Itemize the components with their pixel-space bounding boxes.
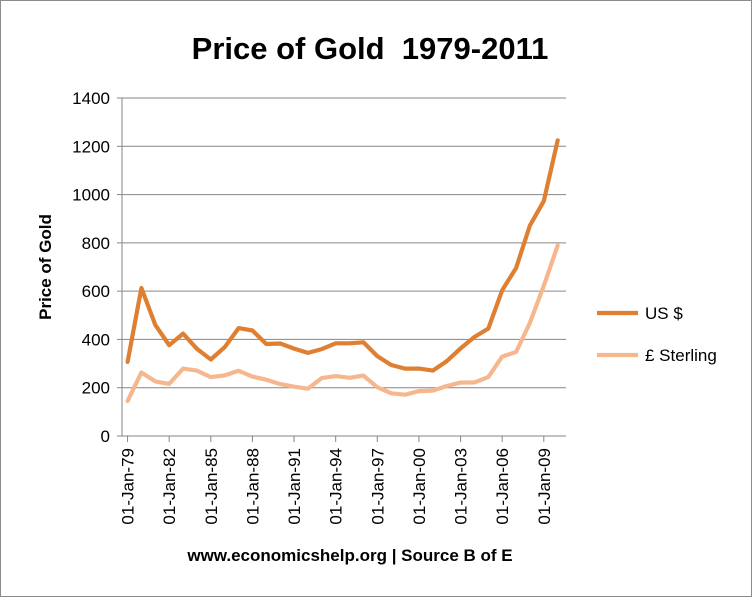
y-tick-label: 1200 — [72, 137, 110, 156]
legend: US $ £ Sterling — [597, 304, 717, 365]
x-axis-label: www.economicshelp.org | Source B of E — [186, 546, 512, 565]
y-tick-label: 1400 — [72, 89, 110, 108]
y-axis-label: Price of Gold — [36, 214, 55, 320]
x-tick-label: 01-Jan-06 — [493, 448, 512, 525]
y-tick-label: 800 — [82, 234, 110, 253]
x-tick-label: 01-Jan-88 — [243, 448, 262, 525]
chart-title: Price of Gold 1979-2011 — [192, 31, 549, 66]
series-line-1 — [125, 243, 560, 404]
x-tick-label: 01-Jan-79 — [119, 448, 138, 525]
x-tick-label: 01-Jan-03 — [452, 448, 471, 525]
y-tick-labels: 0 200 400 600 800 1000 1200 1400 — [72, 89, 110, 446]
series-line-0 — [125, 138, 560, 373]
x-tick-label: 01-Jan-91 — [285, 448, 304, 525]
legend-label-0: US $ — [645, 304, 683, 323]
x-tick-label: 01-Jan-82 — [160, 448, 179, 525]
series-lines — [125, 138, 560, 404]
y-tick-label: 400 — [82, 330, 110, 349]
y-tick-label: 0 — [101, 427, 110, 446]
gridlines — [117, 97, 566, 437]
x-tick-label: 01-Jan-97 — [368, 448, 387, 525]
x-tick-label: 01-Jan-85 — [202, 448, 221, 525]
x-tick-labels: 01-Jan-79 01-Jan-82 01-Jan-85 01-Jan-88 01-J… — [119, 448, 554, 525]
legend-label-1: £ Sterling — [645, 346, 717, 365]
y-tick-label: 200 — [82, 379, 110, 398]
x-tick-label: 01-Jan-00 — [410, 448, 429, 525]
y-tick-label: 600 — [82, 282, 110, 301]
x-tick-label: 01-Jan-09 — [535, 448, 554, 525]
x-tick-label: 01-Jan-94 — [327, 448, 346, 525]
y-tick-label: 1000 — [72, 186, 110, 205]
axes — [121, 98, 566, 442]
